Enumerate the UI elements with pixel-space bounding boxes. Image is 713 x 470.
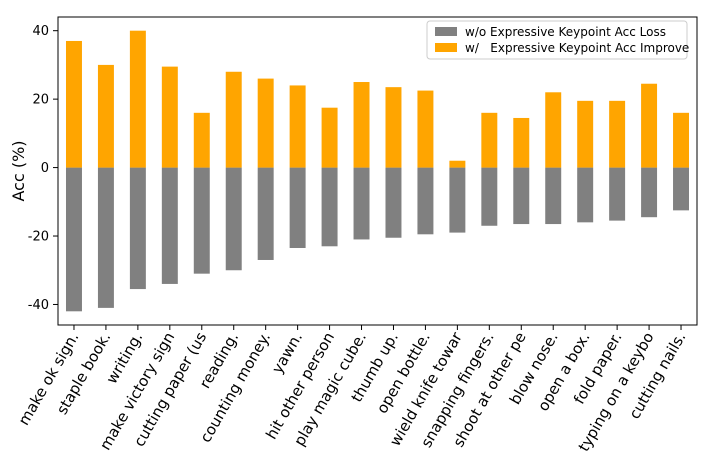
bar-series-1-5	[225, 71, 242, 168]
bar-series-0-2	[129, 167, 146, 290]
bar-series-0-19	[673, 167, 690, 211]
bar-series-1-4	[193, 112, 210, 168]
bar-series-0-4	[193, 167, 210, 274]
bar-series-0-14	[513, 167, 530, 225]
bar-series-1-8	[321, 107, 338, 168]
bar-series-1-3	[161, 66, 178, 168]
legend: w/o Expressive Keypoint Acc Loss w/ Expre…	[426, 20, 689, 60]
bar-series-1-18	[641, 83, 658, 168]
bar-series-0-15	[545, 167, 562, 225]
bar-series-1-0	[65, 40, 82, 168]
legend-swatch-1	[435, 43, 457, 52]
y-tick-label: 0	[41, 161, 49, 176]
bar-series-1-7	[289, 85, 306, 168]
bar-series-0-11	[417, 167, 434, 235]
bar-series-1-6	[257, 78, 274, 168]
bar-series-0-12	[449, 167, 466, 233]
bar-series-1-15	[545, 92, 562, 168]
bar-series-0-10	[385, 167, 402, 238]
bar-series-0-16	[577, 167, 594, 223]
bar-series-0-9	[353, 167, 370, 240]
bar-series-1-19	[673, 112, 690, 168]
bar-series-1-16	[577, 100, 594, 168]
y-axis-title: Acc (%)	[9, 140, 28, 201]
y-tick-label: 20	[32, 93, 49, 108]
bar-series-1-17	[609, 100, 626, 168]
bar-series-1-11	[417, 90, 434, 168]
bars-layer	[65, 30, 690, 312]
bar-series-1-13	[481, 112, 498, 168]
bar-series-0-6	[257, 167, 274, 260]
bar-series-1-12	[449, 160, 466, 168]
bar-series-0-3	[161, 167, 178, 284]
bar-series-0-18	[641, 167, 658, 218]
legend-label-0: w/o Expressive Keypoint Acc Loss	[465, 25, 666, 39]
bar-series-0-7	[289, 167, 306, 248]
bar-series-1-9	[353, 82, 370, 168]
bar-series-0-17	[609, 167, 626, 221]
y-tick-label: 40	[32, 24, 49, 39]
y-tick-label: -20	[28, 230, 49, 245]
legend-swatch-0	[435, 27, 457, 36]
bar-series-1-2	[129, 30, 146, 168]
bar-series-0-8	[321, 167, 338, 247]
bar-series-0-5	[225, 167, 242, 271]
y-tick-label: -40	[28, 298, 49, 313]
legend-label-1: w/ Expressive Keypoint Acc Improve	[465, 41, 689, 55]
legend-box	[426, 20, 688, 60]
plot-frame	[57, 16, 698, 326]
bar-series-1-1	[97, 64, 114, 168]
bar-series-0-1	[97, 167, 114, 308]
bar-series-1-14	[513, 117, 530, 168]
bar-series-0-0	[65, 167, 82, 312]
axes-layer	[53, 16, 698, 330]
bar-series-0-13	[481, 167, 498, 226]
bar-series-1-10	[385, 87, 402, 168]
